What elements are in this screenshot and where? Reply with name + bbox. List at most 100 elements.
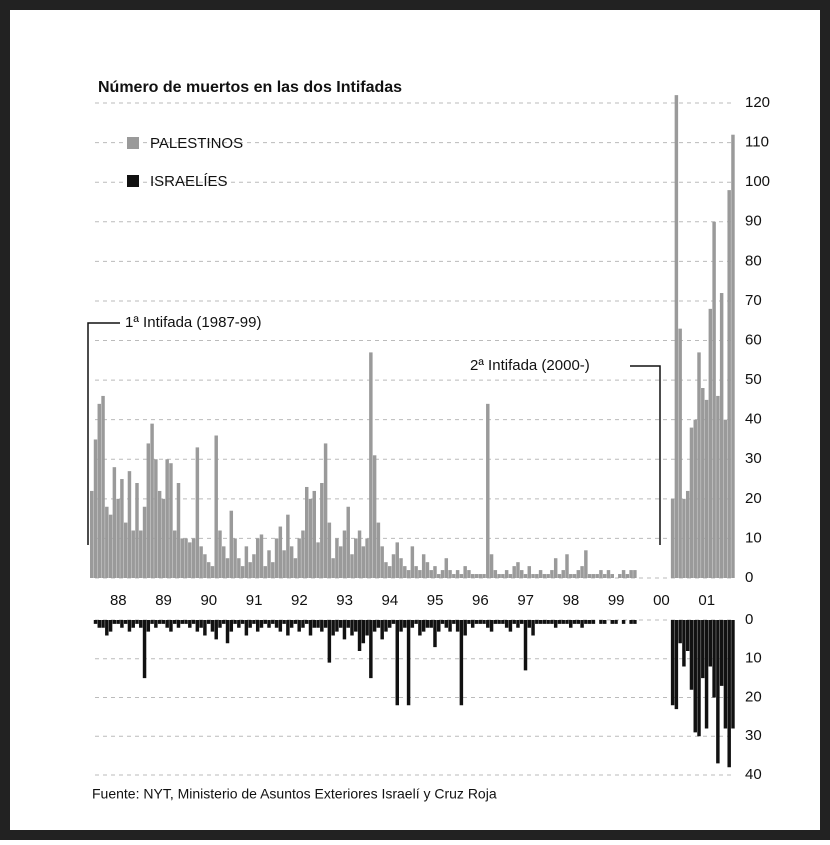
bar (233, 620, 237, 624)
bar (391, 620, 396, 624)
y2-tick-label: 10 (745, 650, 762, 667)
bar (203, 620, 207, 636)
bar (150, 423, 154, 578)
bar (448, 570, 452, 578)
bar (180, 620, 184, 624)
bar (421, 554, 426, 578)
bar (271, 562, 275, 578)
bar (376, 620, 381, 628)
bar (689, 620, 694, 690)
bar (131, 620, 135, 628)
bar (723, 419, 728, 578)
bar (482, 574, 486, 578)
bar (489, 554, 494, 578)
bar (199, 620, 203, 628)
bar (418, 620, 422, 636)
bar (274, 620, 279, 628)
bar (587, 574, 592, 578)
bar (572, 620, 577, 624)
bar (286, 620, 290, 636)
bar (97, 403, 102, 578)
bar (716, 620, 720, 764)
bar (531, 574, 535, 578)
bar (139, 530, 143, 578)
bar (704, 620, 709, 729)
bar (486, 403, 490, 578)
bar (542, 620, 547, 624)
x-tick-label: 99 (608, 592, 625, 609)
bar (93, 620, 98, 624)
bar (361, 546, 366, 578)
bar (195, 620, 200, 632)
bar (444, 558, 449, 578)
bar (142, 620, 147, 679)
bar (459, 574, 464, 578)
bar (629, 570, 633, 578)
bar (120, 479, 124, 578)
bar (546, 574, 550, 578)
bar (516, 620, 520, 628)
legend-label: ISRAELÍES (150, 173, 228, 190)
bar (486, 620, 490, 628)
y-tick-label: 60 (745, 331, 762, 348)
bar (305, 486, 309, 578)
bar (701, 620, 705, 679)
bar (440, 570, 445, 578)
bar (572, 574, 577, 578)
bar (467, 570, 471, 578)
bar (255, 538, 260, 578)
bar (470, 574, 475, 578)
y-tick-label: 80 (745, 252, 762, 269)
bar (512, 620, 516, 624)
bar (282, 620, 286, 624)
bar (599, 620, 603, 624)
bar (493, 570, 498, 578)
bar (452, 574, 456, 578)
source: Fuente: NYT, Ministerio de Asuntos Exter… (92, 786, 497, 802)
bar (410, 620, 415, 628)
bar (478, 620, 482, 624)
bar (557, 620, 562, 624)
legend-swatch (127, 175, 139, 187)
bar (323, 443, 328, 578)
bar (233, 538, 237, 578)
bar (267, 620, 271, 628)
x-tick-label: 97 (517, 592, 534, 609)
bar (685, 490, 690, 578)
bar (535, 620, 539, 624)
bar (523, 620, 528, 671)
bar (410, 546, 415, 578)
y-tick-label: 100 (745, 173, 770, 190)
y-tick-label: 30 (745, 450, 762, 467)
bar (338, 620, 343, 628)
bar (580, 566, 584, 578)
bar (354, 620, 358, 632)
bar (565, 554, 569, 578)
bar (467, 620, 471, 624)
annotation-line (630, 365, 661, 545)
x-tick-label: 89 (155, 592, 172, 609)
bar (621, 570, 626, 578)
bar (682, 620, 686, 667)
bar (452, 620, 456, 624)
bar (161, 498, 166, 578)
bar (625, 574, 630, 578)
bar (678, 328, 682, 578)
bar (229, 510, 234, 578)
bar (425, 562, 430, 578)
bar (331, 558, 335, 578)
bar (516, 562, 520, 578)
bar (591, 574, 596, 578)
bar (384, 562, 388, 578)
bar (354, 538, 358, 578)
bar (553, 620, 558, 628)
bar (437, 574, 441, 578)
annotation-line (87, 322, 120, 545)
bar (708, 620, 713, 667)
bar (176, 483, 181, 578)
bar (463, 620, 467, 636)
bar (448, 620, 452, 632)
bar (116, 620, 120, 624)
bar (535, 574, 539, 578)
x-tick-label: 91 (246, 592, 263, 609)
